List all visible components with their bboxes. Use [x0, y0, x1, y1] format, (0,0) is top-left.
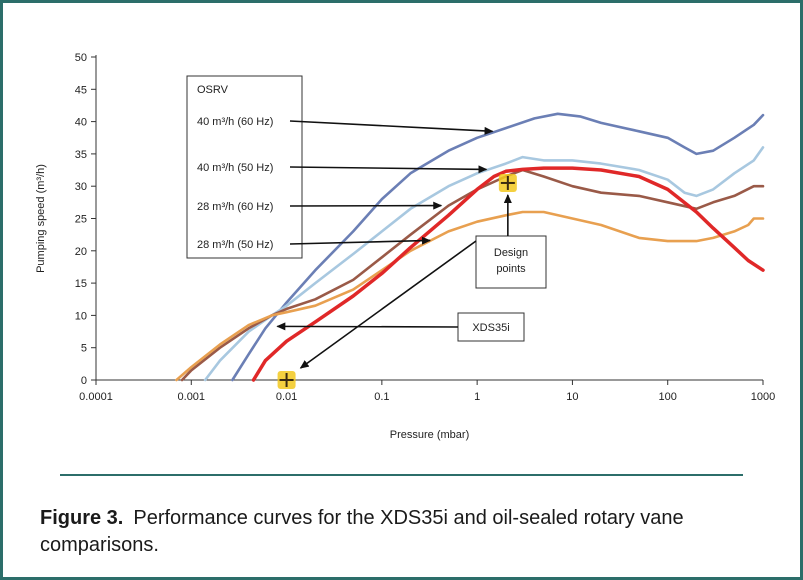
y-tick-label: 50: [75, 52, 87, 64]
y-axis-label: Pumping speed (m³/h): [35, 164, 47, 273]
x-tick-label: 1000: [751, 391, 775, 403]
x-tick-label: 0.001: [178, 391, 206, 403]
xds35i-callout-box: [457, 312, 525, 342]
y-tick-label: 25: [75, 214, 87, 226]
y-tick-label: 15: [75, 278, 87, 290]
xds35i-arrow: [276, 322, 459, 331]
legend-header: OSRV: [197, 84, 229, 96]
design-points-callout-text: points: [496, 263, 526, 275]
series-line-4: [251, 166, 765, 382]
y-tick-label: 45: [75, 84, 87, 96]
y-tick-label: 20: [75, 246, 87, 258]
xds35i-callout-text: XDS35i: [472, 322, 509, 334]
y-tick-label: 35: [75, 149, 87, 161]
y-tick-label: 5: [81, 343, 87, 355]
legend-arrow: [289, 165, 488, 174]
x-axis-label: Pressure (mbar): [390, 429, 469, 441]
x-tick-label: 0.0001: [79, 391, 113, 403]
y-tick-label: 0: [81, 375, 87, 387]
x-tick-label: 0.01: [276, 391, 297, 403]
design-points-callout-text: Design: [494, 247, 528, 259]
caption-text: Performance curves for the XDS35i and oi…: [40, 507, 684, 556]
series-line-0: [231, 112, 765, 382]
design-point-marker: [498, 173, 517, 192]
y-tick-label: 30: [75, 181, 87, 193]
x-tick-label: 0.1: [374, 391, 389, 403]
design-point-marker: [277, 371, 296, 389]
x-tick-label: 100: [659, 391, 677, 403]
legend-box: [186, 75, 303, 259]
figure-label: Figure 3.: [40, 507, 124, 529]
y-tick-label: 40: [75, 117, 87, 129]
design-points-arrow-lower: [299, 240, 477, 369]
y-tick-label: 10: [75, 310, 87, 322]
x-tick-label: 10: [566, 391, 578, 403]
legend-entry-label: 40 m³/h (60 Hz): [197, 116, 273, 128]
legend-entry-label: 28 m³/h (60 Hz): [197, 201, 273, 213]
caption-rule: [60, 474, 743, 476]
legend-entry-label: 28 m³/h (50 Hz): [197, 239, 273, 251]
performance-chart: 0 5 10 15 20 25 30 35 40 45 50 0.0001 0.001 0.01 0.1 1 1…: [35, 52, 775, 441]
series-line-3: [175, 210, 765, 382]
legend-arrow: [289, 120, 494, 135]
figure-caption: Figure 3. Performance curves for the XDS3…: [40, 505, 760, 559]
x-tick-label: 1: [474, 391, 480, 403]
legend-entry-label: 40 m³/h (50 Hz): [197, 162, 273, 174]
series-line-1: [203, 146, 765, 382]
legend-arrow: [289, 236, 431, 245]
design-points-callout-box: [475, 235, 547, 289]
